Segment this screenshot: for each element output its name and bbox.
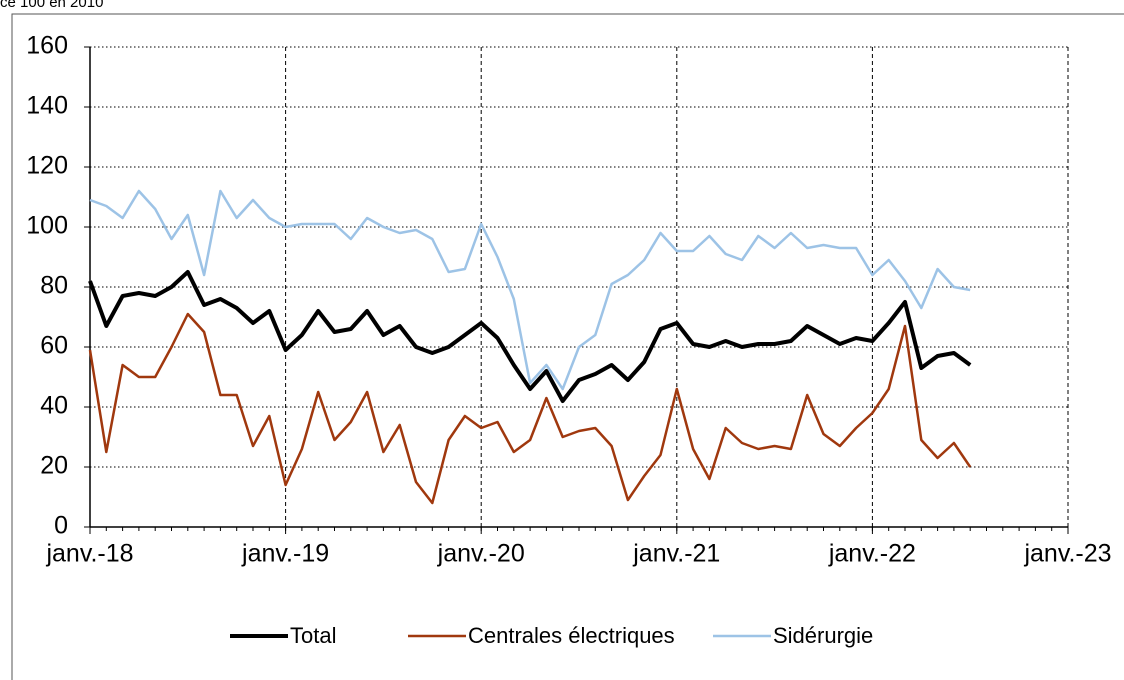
x-tick-label: janv.-21 [632,540,720,568]
legend-label: Total [290,623,336,648]
x-tick-label: janv.-22 [828,540,916,568]
y-tick-label: 100 [26,212,68,240]
y-tick-label: 20 [40,452,68,480]
frame [11,13,1124,680]
y-tick-label: 0 [54,512,68,540]
x-tick-label: janv.-19 [241,540,329,568]
legend-label: Sidérurgie [773,623,873,648]
series-line [88,270,972,403]
y-tick-label: 40 [40,392,68,420]
y-tick-label: 60 [40,332,68,360]
y-tick-label: 140 [26,92,68,120]
x-tick-label: janv.-23 [1023,540,1111,568]
series-line [88,312,972,505]
y-tick-label: 160 [26,32,68,60]
series-line [89,189,971,391]
y-tick-label: 120 [26,152,68,180]
legend-label: Centrales électriques [468,623,675,648]
y-tick-label: 80 [40,272,68,300]
chart-subtitle: ce 100 en 2010 [0,0,103,11]
x-tick-label: janv.-18 [45,540,133,568]
x-tick-label: janv.-20 [437,540,525,568]
